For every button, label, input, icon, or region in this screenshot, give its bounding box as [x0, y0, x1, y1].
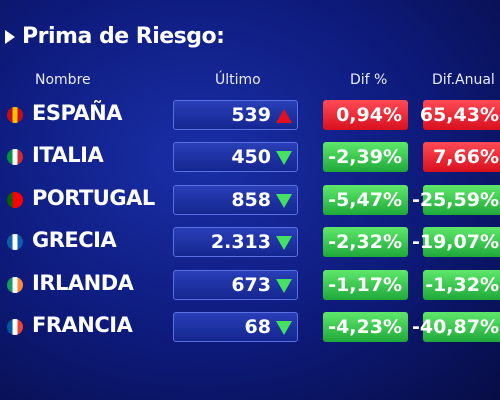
- flag: [7, 276, 23, 293]
- title: Prima de Riesgo:: [22, 24, 225, 49]
- trend-arrow: [276, 321, 292, 335]
- anual-cell: -40,87%: [412, 312, 500, 342]
- dif-cell: -4,23%: [323, 312, 408, 342]
- flag: [7, 149, 23, 166]
- trend-arrow: [276, 109, 292, 123]
- trend-arrow: [276, 278, 292, 293]
- country-name: GRECIA: [32, 228, 117, 253]
- country-name: FRANCIA: [32, 313, 133, 337]
- anual-cell: 7,66%: [423, 142, 500, 173]
- ultimo-cell: 539: [173, 100, 298, 130]
- dif-cell: -5,47%: [323, 184, 408, 215]
- country-name: PORTUGAL: [32, 185, 155, 210]
- country-name: IRLANDA: [32, 270, 134, 295]
- flag: [7, 107, 23, 123]
- ultimo-cell: 450: [173, 142, 298, 173]
- trend-arrow: [276, 151, 292, 166]
- column-header: Nombre: [35, 72, 91, 88]
- ultimo-cell: 673: [173, 269, 298, 300]
- anual-cell: -25,59%: [412, 184, 500, 215]
- anual-cell: 65,43%: [420, 100, 500, 130]
- country-name: ESPAÑA: [32, 101, 123, 125]
- ultimo-cell: 68: [173, 312, 298, 342]
- ultimo-cell: 858: [173, 184, 298, 215]
- anual-cell: -1,32%: [423, 269, 500, 300]
- ultimo-cell: 2.313: [173, 227, 298, 258]
- column-header: Dif.Anual %: [432, 72, 500, 88]
- trend-arrow: [276, 236, 292, 251]
- title-arrow: [5, 30, 15, 44]
- dif-cell: -2,39%: [323, 142, 408, 173]
- flag: [7, 234, 23, 251]
- anual-cell: -19,07%: [412, 227, 500, 258]
- dif-cell: -1,17%: [323, 269, 408, 300]
- dif-cell: 0,94%: [323, 100, 408, 130]
- column-header: Dif %: [350, 72, 388, 88]
- column-header: Último: [215, 72, 261, 88]
- flag: [7, 191, 23, 208]
- trend-arrow: [276, 193, 292, 208]
- country-name: ITALIA: [32, 143, 104, 168]
- dif-cell: -2,32%: [323, 227, 408, 258]
- flag: [7, 319, 23, 335]
